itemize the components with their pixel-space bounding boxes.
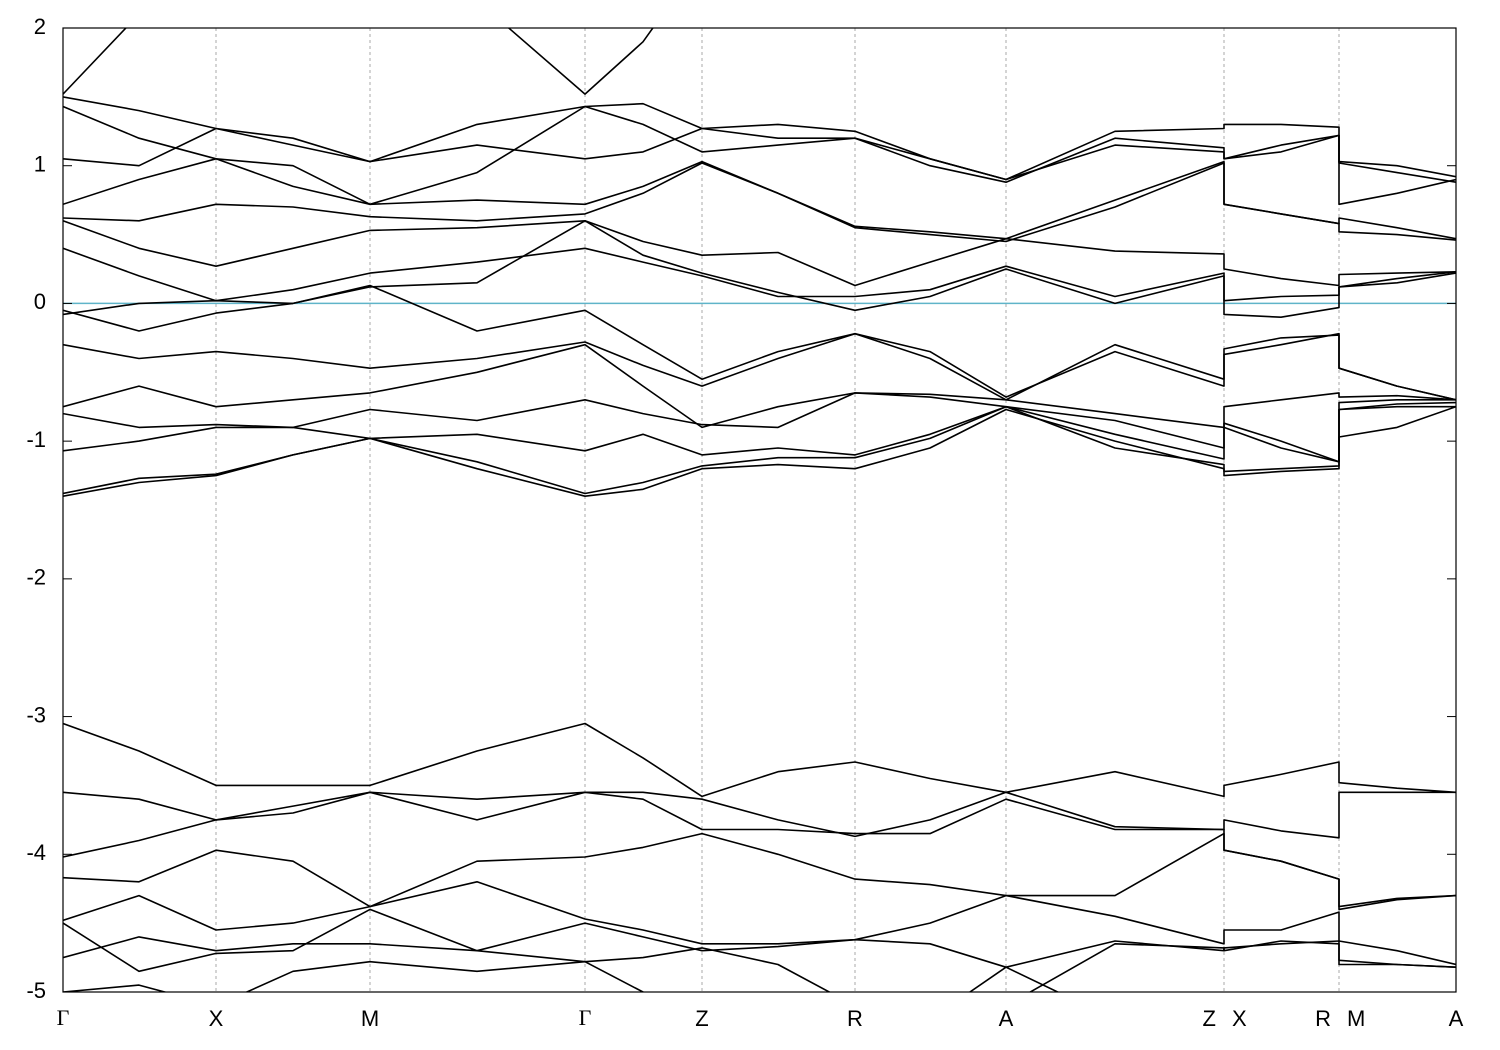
band-line bbox=[63, 158, 1456, 240]
band-line bbox=[63, 405, 1456, 463]
x-tick-label: Γ bbox=[579, 1005, 592, 1030]
band-line bbox=[63, 102, 1456, 206]
band-line bbox=[63, 922, 1456, 968]
y-tick-label: -1 bbox=[26, 427, 46, 452]
grid bbox=[63, 28, 1456, 992]
x-tick-label: A bbox=[999, 1006, 1014, 1031]
y-tick-label: 0 bbox=[34, 289, 46, 314]
band-line bbox=[63, 247, 1456, 302]
band-line bbox=[63, 791, 1456, 839]
x-tick-label: X bbox=[209, 1006, 224, 1031]
x-tick-label: M bbox=[1347, 1006, 1365, 1031]
x-tick-label: Z bbox=[1203, 1006, 1216, 1031]
band-line bbox=[63, 162, 1456, 243]
x-tick-label: Z bbox=[695, 1006, 708, 1031]
band-line bbox=[63, 332, 1456, 401]
band-line bbox=[63, 399, 1456, 495]
band-line bbox=[63, 28, 654, 95]
y-tick-label: 2 bbox=[34, 14, 46, 39]
y-tick-label: -5 bbox=[26, 978, 46, 1003]
plot-frame bbox=[62, 27, 1457, 993]
band-line bbox=[63, 722, 1456, 798]
band-line bbox=[63, 392, 1456, 463]
x-tick-label: R bbox=[1315, 1006, 1331, 1031]
bands bbox=[63, 28, 1456, 992]
band-line bbox=[63, 127, 1456, 206]
x-tick-label: Γ bbox=[57, 1005, 70, 1030]
x-tick-label: A bbox=[1449, 1006, 1464, 1031]
x-tick-label: R bbox=[847, 1006, 863, 1031]
y-tick-label: 1 bbox=[34, 152, 46, 177]
x-tick-label: M bbox=[361, 1006, 379, 1031]
y-tick-label: -2 bbox=[26, 565, 46, 590]
band-line bbox=[63, 908, 1456, 992]
band-line bbox=[63, 960, 1060, 992]
band-line bbox=[63, 96, 1456, 183]
band-line bbox=[63, 832, 1456, 911]
band-line bbox=[63, 220, 1456, 287]
y-tick-label: -3 bbox=[26, 702, 46, 727]
y-tick-label: -4 bbox=[26, 840, 46, 865]
x-tick-label: X bbox=[1232, 1006, 1247, 1031]
